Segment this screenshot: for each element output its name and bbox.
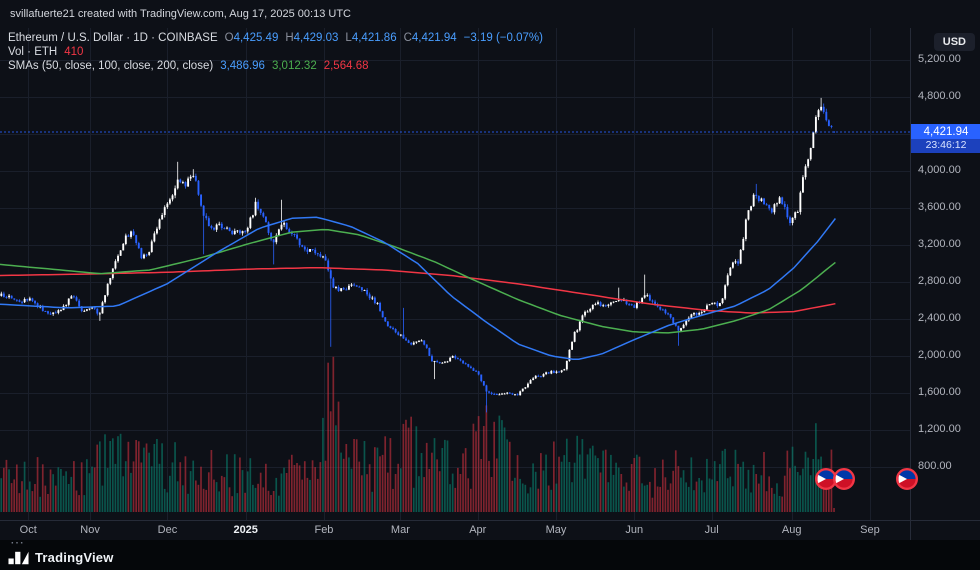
price-tick-label: 1,200.00 <box>918 423 961 435</box>
bar-countdown: 23:46:12 <box>911 138 980 153</box>
chart-area: Ethereum / U.S. Dollar · 1D · COINBASE O4… <box>0 28 919 520</box>
time-tick-label: Sep <box>860 524 880 536</box>
time-tick-label: Oct <box>19 524 37 536</box>
price-tick-label: 4,000.00 <box>918 164 961 176</box>
time-tick-label: Aug <box>781 524 802 536</box>
last-price-value: 4,421.94 <box>911 123 980 139</box>
price-tick-label: 800.00 <box>918 460 952 472</box>
price-tick-label: 1,600.00 <box>918 386 961 398</box>
time-tick-label: 2025 <box>233 524 258 536</box>
price-tick-label: 2,400.00 <box>918 312 961 324</box>
sma-100-line[interactable] <box>0 228 836 334</box>
time-tick-label: Feb <box>314 524 334 536</box>
flag-sticker[interactable] <box>832 467 856 491</box>
price-tick-label: 2,000.00 <box>918 349 961 361</box>
time-tick-label: Jul <box>704 524 719 536</box>
candlestick-chart[interactable] <box>0 28 910 520</box>
tradingview-wordmark[interactable]: TradingView <box>35 550 114 565</box>
time-axis[interactable]: Oct Nov Dec 2025 Feb Mar Apr May Jun Jul Aug Sep <box>0 520 910 540</box>
tradingview-logo[interactable] <box>8 551 29 565</box>
time-tick-label: May <box>545 524 567 536</box>
price-tick-label: 2,800.00 <box>918 275 961 287</box>
attribution-text: svillafuerte21 created with TradingView.… <box>10 8 351 20</box>
price-axis[interactable]: USD 5,200.00 4,800.00 4,000.00 3,600.00 3,20… <box>910 28 980 520</box>
price-tick-label: 5,200.00 <box>918 53 961 65</box>
volume-bars <box>0 356 835 512</box>
price-tick-label: 3,600.00 <box>918 201 961 213</box>
time-tick-label: Jun <box>625 524 644 536</box>
time-tick-label: Dec <box>157 524 178 536</box>
more-ellipsis[interactable]: ⋯ <box>10 534 25 550</box>
currency-button[interactable]: USD <box>933 33 975 51</box>
time-tick-label: Nov <box>80 524 100 536</box>
sma-200-line[interactable] <box>0 266 836 314</box>
time-tick-label: Apr <box>469 524 487 536</box>
candles <box>0 97 836 413</box>
attribution-bar: svillafuerte21 created with TradingView.… <box>0 0 980 28</box>
sma-50-line[interactable] <box>0 216 836 360</box>
flag-sticker[interactable] <box>895 467 919 491</box>
price-tick-label: 3,200.00 <box>918 238 961 250</box>
time-tick-label: Mar <box>390 524 410 536</box>
axis-corner <box>910 520 980 540</box>
footer-bar: TradingView <box>0 540 980 570</box>
price-tick-label: 4,800.00 <box>918 90 961 102</box>
last-price-badge: 4,421.94 23:46:12 <box>911 123 980 153</box>
